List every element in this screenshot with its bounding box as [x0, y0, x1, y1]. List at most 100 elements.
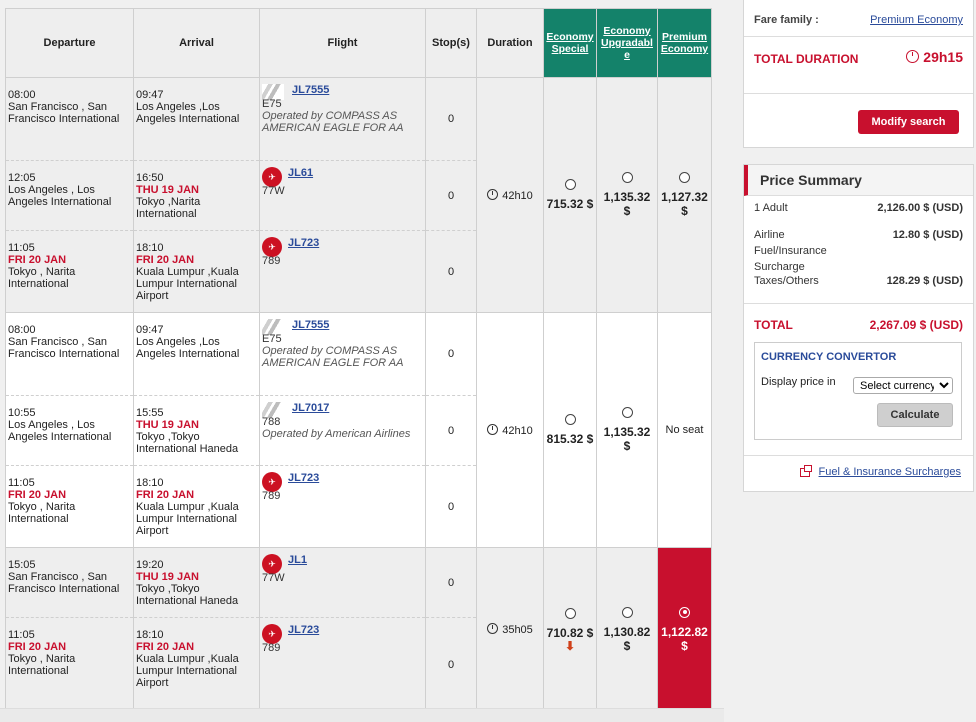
flight-number-link[interactable]: JL7555 [292, 84, 330, 96]
flight-results-table: Departure Arrival Flight Stop(s) Duratio… [5, 8, 712, 712]
header-economy-special[interactable]: Economy Special [543, 8, 597, 78]
arrival-cell: 09:47 Los Angeles ,Los Angeles Internatio… [133, 77, 260, 161]
aircraft-code: E75 [262, 333, 282, 345]
departure-time: 11:05 [8, 629, 35, 641]
departure-place: Tokyo , Narita International [8, 266, 76, 290]
clock-icon [487, 623, 499, 634]
total-label: TOTAL [754, 318, 793, 332]
aa-eagle-logo-icon [262, 84, 284, 100]
aircraft-code: 789 [262, 642, 281, 654]
arrival-date: THU 19 JAN [136, 419, 199, 431]
fare-radio[interactable] [564, 607, 576, 619]
departure-time: 08:00 [8, 324, 36, 336]
table-header-row: Departure Arrival Flight Stop(s) Duratio… [5, 8, 712, 78]
arrival-cell: 16:50 THU 19 JAN Tokyo ,Narita Internation… [133, 160, 260, 231]
fare-radio[interactable] [621, 172, 633, 183]
table-row: 08:00 San Francisco , San Francisco Inter… [5, 312, 712, 548]
fare-premium-economy[interactable]: 1,127.32 $ [657, 77, 712, 313]
arrival-cell: 09:47 Los Angeles ,Los Angeles Internatio… [133, 312, 260, 396]
flight-number-link[interactable]: JL7017 [292, 402, 330, 414]
fare-family-link[interactable]: Premium Economy [870, 14, 963, 26]
flight-number-link[interactable]: JL723 [288, 624, 320, 636]
duration-cell: 42h10 [476, 312, 544, 548]
fare-radio[interactable] [679, 606, 690, 618]
fare-economy-special[interactable]: 710.82 $ ⬇ [543, 547, 597, 712]
table-row: 12:05 Los Angeles , Los Angeles Internati… [5, 160, 712, 231]
currency-select[interactable]: Select currency [853, 377, 953, 394]
departure-cell: 11:05 FRI 20 JAN Tokyo , Narita Internatio… [5, 617, 134, 712]
modify-search-button[interactable]: Modify search [858, 110, 959, 134]
arrival-time: 15:55 [136, 407, 164, 419]
jal-crane-logo-icon: ✈ [262, 624, 282, 644]
total-duration-label: TOTAL DURATION [754, 52, 859, 66]
calculate-button[interactable]: Calculate [877, 403, 953, 427]
arrival-date: FRI 20 JAN [136, 254, 195, 266]
fare-economy-upgradable[interactable]: 1,135.32 $ [596, 312, 658, 548]
fare-radio[interactable] [564, 179, 576, 190]
arrival-cell: 19:20 THU 19 JAN Tokyo ,Tokyo Internationa… [133, 547, 260, 618]
aircraft-code: 789 [262, 490, 281, 502]
aa-eagle-logo-icon [262, 319, 284, 335]
fare-economy-special[interactable]: 815.32 $ [543, 312, 597, 548]
header-premium-economy[interactable]: Premium Economy [657, 8, 712, 78]
departure-cell: 12:05 Los Angeles , Los Angeles Internati… [5, 160, 134, 231]
aircraft-code: 789 [262, 255, 281, 267]
arrival-time: 18:10 [136, 477, 164, 489]
fare-radio[interactable] [564, 414, 576, 425]
fare-radio[interactable] [621, 407, 633, 418]
stops-cell: 0 [425, 465, 477, 548]
flight-number-link[interactable]: JL7555 [292, 319, 330, 331]
departure-cell: 10:55 Los Angeles , Los Angeles Internati… [5, 395, 134, 466]
flight-number-link[interactable]: JL723 [288, 237, 320, 249]
departure-date: FRI 20 JAN [8, 254, 67, 266]
flight-number-link[interactable]: JL1 [288, 554, 307, 566]
flight-number-link[interactable]: JL723 [288, 472, 320, 484]
departure-cell: 15:05 San Francisco , San Francisco Inter… [5, 547, 134, 618]
departure-place: San Francisco , San Francisco Internatio… [8, 101, 120, 125]
arrival-time: 18:10 [136, 629, 164, 641]
fare-premium-economy[interactable]: 1,122.82 $ [657, 547, 712, 712]
departure-cell: 08:00 San Francisco , San Francisco Inter… [5, 312, 134, 396]
fare-family-label: Fare family : [754, 14, 819, 26]
arrival-cell: 18:10 FRI 20 JAN Kuala Lumpur ,Kuala Lumpu… [133, 617, 260, 712]
arrival-cell: 18:10 FRI 20 JAN Kuala Lumpur ,Kuala Lumpu… [133, 465, 260, 548]
table-row: 10:55 Los Angeles , Los Angeles Internati… [5, 395, 712, 466]
jal-crane-logo-icon: ✈ [262, 237, 282, 257]
taxes-label: Taxes/Others [754, 275, 819, 287]
taxes-value: 128.29 $ (USD) [886, 275, 963, 287]
display-price-label: Display price in [761, 376, 836, 388]
stops-cell: 0 [425, 617, 477, 712]
aircraft-code: 77W [262, 572, 285, 584]
flight-cell: ✈ JL723 789 [259, 617, 426, 712]
fare-economy-upgradable[interactable]: 1,130.82 $ [596, 547, 658, 712]
departure-date: FRI 20 JAN [8, 489, 67, 501]
fare-premium-economy: No seat [657, 312, 712, 548]
arrival-date: THU 19 JAN [136, 184, 199, 196]
fare-radio[interactable] [621, 606, 633, 618]
departure-place: San Francisco , San Francisco Internatio… [8, 571, 120, 595]
arrival-time: 19:20 [136, 559, 164, 571]
stops-cell: 0 [425, 312, 477, 396]
flight-number-link[interactable]: JL61 [288, 167, 314, 179]
airline-surcharge-label: Airline Fuel/Insurance Surcharge [754, 229, 827, 273]
flight-cell: ✈ JL1 77W [259, 547, 426, 618]
departure-place: Tokyo , Narita International [8, 501, 76, 525]
fare-economy-special[interactable]: 715.32 $ [543, 77, 597, 313]
header-departure: Departure [5, 8, 134, 78]
fare-radio[interactable] [679, 172, 690, 183]
aa-eagle-logo-icon [262, 402, 284, 418]
operated-by: Operated by COMPASS AS AMERICAN EAGLE FO… [262, 345, 404, 369]
arrival-date: FRI 20 JAN [136, 489, 195, 501]
fare-economy-upgradable[interactable]: 1,135.32 $ [596, 77, 658, 313]
popup-window-icon [800, 465, 812, 477]
clock-icon [487, 188, 499, 200]
header-economy-upgradable[interactable]: Economy Upgradabl e [596, 8, 658, 78]
arrival-place: Los Angeles ,Los Angeles International [136, 336, 240, 360]
currency-convertor: CURRENCY CONVERTOR Display price in Sele… [754, 342, 962, 440]
arrival-time: 16:50 [136, 172, 164, 184]
adult-value: 2,126.00 $ (USD) [877, 202, 963, 214]
departure-time: 12:05 [8, 172, 36, 184]
stops-cell: 0 [425, 77, 477, 161]
fuel-surcharges-link[interactable]: Fuel & Insurance Surcharges [818, 466, 961, 478]
header-duration: Duration [476, 8, 544, 78]
